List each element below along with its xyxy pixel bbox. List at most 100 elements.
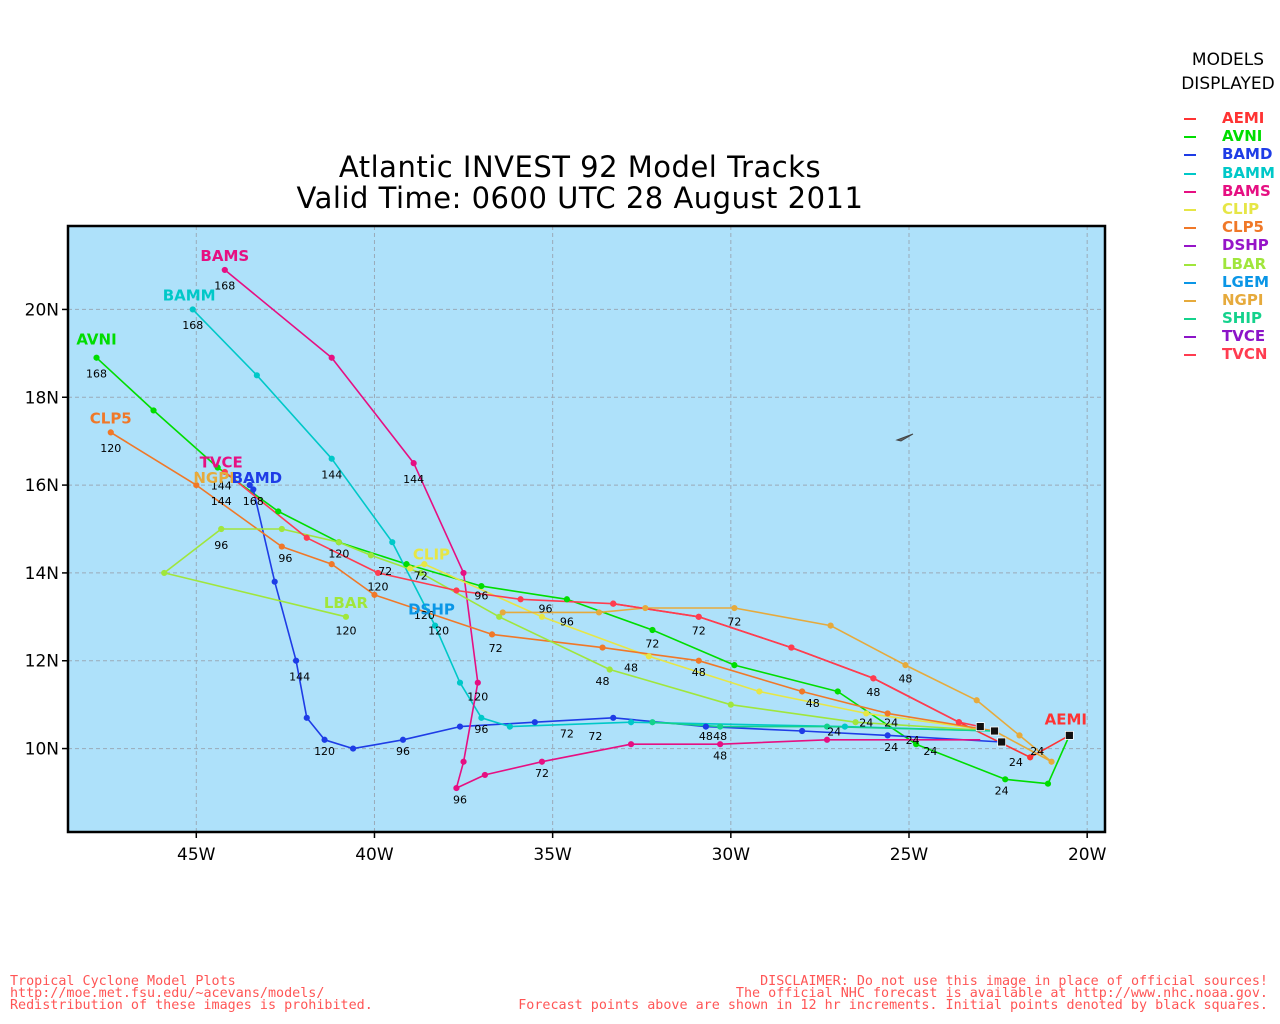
model-label-dshp: DSHP bbox=[408, 601, 455, 619]
model-label-tvce: TVCE bbox=[200, 454, 243, 472]
chart-subtitle: Valid Time: 0600 UTC 28 August 2011 bbox=[296, 181, 864, 215]
model-label-bamm: BAMM bbox=[163, 287, 216, 305]
track-point-bamd bbox=[610, 714, 617, 721]
forecast-hour-label: 24 bbox=[884, 741, 898, 754]
footer-url-line[interactable]: http://moe.met.fsu.edu/~acevans/models/ bbox=[10, 986, 325, 1001]
track-point-lbar bbox=[218, 525, 225, 533]
forecast-hour-label: 72 bbox=[560, 728, 574, 741]
track-point-lbar bbox=[335, 539, 342, 546]
legend-label: LGEM bbox=[1222, 272, 1270, 291]
y-axis-ticks: 10N 12N 14N 16N 18N 20N bbox=[25, 300, 68, 760]
track-point-avni bbox=[214, 464, 221, 471]
legend-heading: MODELS DISPLAYED bbox=[1176, 48, 1280, 96]
forecast-hour-label: 48 bbox=[898, 673, 912, 686]
track-point-bams bbox=[221, 266, 228, 274]
track-point-avni bbox=[403, 561, 410, 568]
track-point-clp5 bbox=[488, 631, 496, 638]
forecast-hour-label: 72 bbox=[414, 570, 428, 583]
forecast-hour-label: 96 bbox=[560, 616, 574, 629]
legend-swatch bbox=[1184, 263, 1196, 266]
track-point-bams bbox=[453, 784, 460, 792]
track-point-ngpi bbox=[1048, 758, 1055, 765]
track-point-bamd bbox=[271, 578, 278, 585]
track-point-tvcn bbox=[870, 675, 877, 682]
track-point-clip bbox=[863, 710, 870, 717]
y-tick-label: 12N bbox=[25, 652, 59, 672]
forecast-hour-labels: 168 168 168 120 144 144 168 144 144 96 96 120 72 72 12… bbox=[86, 280, 1044, 807]
track-point-avni bbox=[649, 626, 656, 634]
model-label-lbar: LBAR bbox=[324, 594, 369, 612]
legend-swatch bbox=[1184, 208, 1196, 211]
track-point-bams bbox=[627, 741, 635, 748]
legend-label: LBAR bbox=[1222, 254, 1267, 273]
forecast-hour-label: 120 bbox=[467, 690, 488, 703]
legend-swatch bbox=[1184, 136, 1196, 139]
legend-item-lbar: LBAR bbox=[1184, 254, 1280, 274]
legend-label: CLP5 bbox=[1222, 218, 1264, 237]
footer-redistribution-line: Redistribution of these images is prohib… bbox=[10, 998, 373, 1013]
forecast-hour-label: 48 bbox=[866, 686, 880, 699]
forecast-hour-label: 48 bbox=[596, 675, 610, 688]
forecast-hour-label: 168 bbox=[214, 280, 235, 293]
model-label-bams: BAMS bbox=[200, 247, 249, 265]
forecast-hour-label: 120 bbox=[414, 609, 435, 622]
model-label-clip: CLIP bbox=[413, 546, 450, 564]
legend-label: AVNI bbox=[1222, 127, 1263, 146]
forecast-hour-label: 72 bbox=[489, 642, 503, 655]
forecast-hour-label: 120 bbox=[428, 624, 449, 637]
forecast-hour-label: 96 bbox=[396, 745, 410, 758]
forecast-hour-label: 48 bbox=[692, 666, 706, 679]
forecast-hour-label: 120 bbox=[328, 548, 349, 561]
legend-swatch bbox=[1184, 281, 1196, 284]
nhc-link-line[interactable]: The official NHC forecast is available a… bbox=[735, 986, 1268, 1001]
legend-item-avni: AVNI bbox=[1184, 128, 1280, 146]
forecast-hour-label: 24 bbox=[884, 717, 898, 730]
track-point-clip bbox=[756, 688, 763, 695]
legend-item-lgem: LGEM bbox=[1184, 272, 1280, 292]
initial-position-square bbox=[975, 722, 985, 732]
track-point-avni bbox=[93, 354, 100, 361]
legend-item-bams: BAMS bbox=[1184, 182, 1280, 201]
wind-barb-glyph bbox=[895, 433, 914, 442]
track-point-tvcn bbox=[221, 468, 228, 476]
increment-note-line: Forecast points above are shown in 12 hr… bbox=[518, 998, 1268, 1013]
legend-heading-line-1: MODELS bbox=[1191, 50, 1265, 70]
track-point-avni bbox=[275, 508, 282, 515]
track-point-ngpi bbox=[642, 604, 649, 612]
track-point-clp5 bbox=[328, 561, 335, 568]
track-point-avni bbox=[1002, 776, 1009, 783]
track-point-lbar bbox=[367, 552, 375, 559]
track-point-bamm bbox=[431, 622, 439, 629]
legend-swatch bbox=[1184, 336, 1196, 339]
forecast-hour-label: 24 bbox=[1030, 745, 1044, 758]
forecast-hour-label: 48 bbox=[713, 750, 727, 763]
y-tick-label: 10N bbox=[25, 740, 59, 760]
track-point-ngpi bbox=[827, 622, 834, 629]
track-point-tvcn bbox=[517, 596, 524, 603]
track-point-bams bbox=[410, 460, 417, 467]
track-point-bamm bbox=[627, 719, 635, 726]
legend-item-bamd: BAMD bbox=[1184, 146, 1280, 164]
legend-label: BAMD bbox=[1222, 145, 1273, 164]
forecast-hour-label: 120 bbox=[100, 442, 121, 455]
track-point-avni bbox=[913, 741, 920, 748]
legend-swatch bbox=[1184, 227, 1196, 230]
forecast-hour-label: 48 bbox=[699, 730, 713, 743]
track-point-avni bbox=[1044, 780, 1052, 787]
footer-disclaimer: DISCLAIMER: Do not use this image in pla… bbox=[518, 974, 1268, 1013]
track-point-clp5 bbox=[107, 429, 114, 436]
x-tick-label: 30W bbox=[712, 845, 751, 865]
x-tick-label: 25W bbox=[890, 845, 929, 865]
track-point-ship bbox=[649, 719, 656, 726]
forecast-hour-label: 72 bbox=[378, 565, 392, 578]
legend-item-tvcn: TVCN bbox=[1184, 346, 1280, 364]
x-tick-label: 40W bbox=[355, 845, 394, 865]
disclaimer-line: DISCLAIMER: Do not use this image in pla… bbox=[760, 974, 1268, 989]
track-point-clp5 bbox=[599, 644, 606, 651]
x-tick-label: 45W bbox=[177, 845, 216, 865]
legend-label: DSHP bbox=[1222, 236, 1269, 255]
track-point-lbar bbox=[342, 613, 350, 620]
plot-frame bbox=[66, 224, 1107, 834]
forecast-hour-label: 144 bbox=[403, 473, 424, 486]
model-label-avni: AVNI bbox=[76, 331, 116, 349]
